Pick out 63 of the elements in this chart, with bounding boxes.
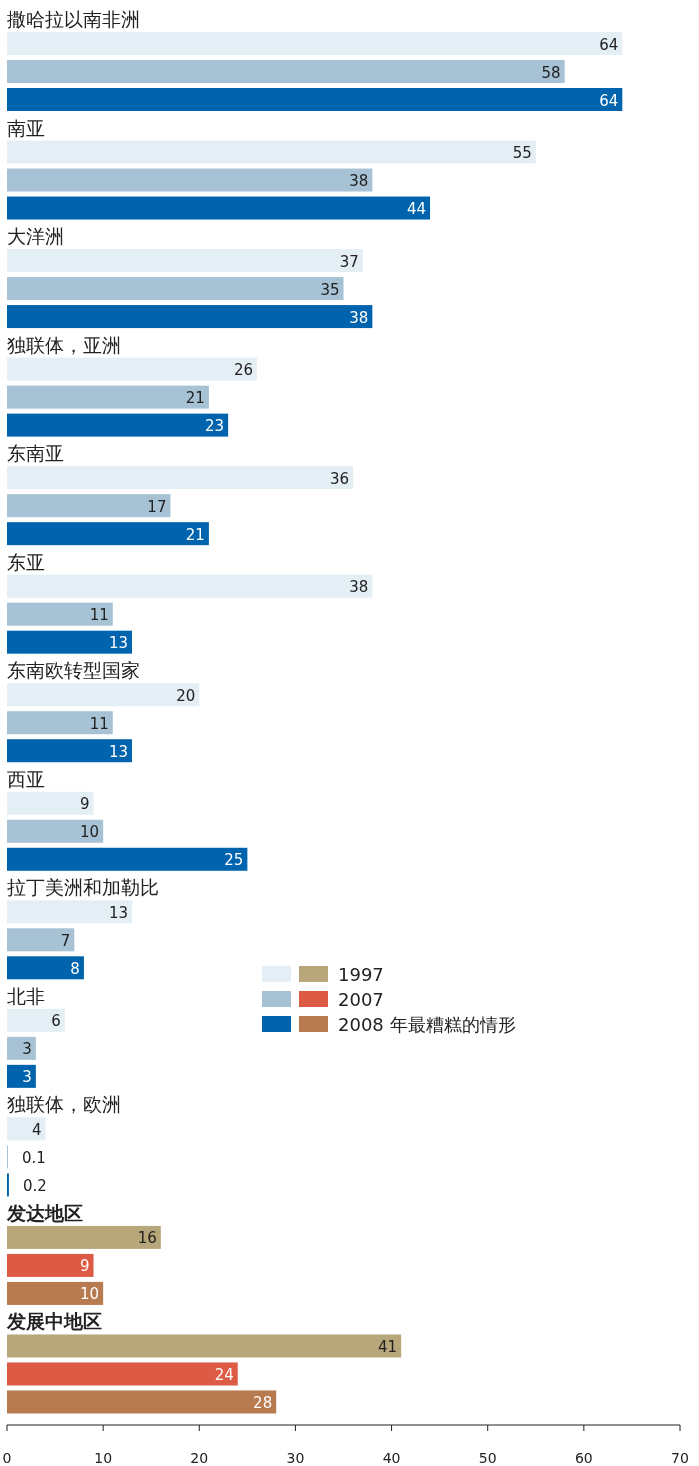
data-label: 9 — [79, 1257, 90, 1276]
x-tick-label: 30 — [286, 1450, 305, 1466]
x-tick-label: 10 — [94, 1450, 113, 1466]
data-label: 38 — [349, 308, 369, 327]
data-label: 21 — [185, 389, 205, 408]
data-label: 10 — [80, 1285, 100, 1304]
data-label: 64 — [599, 35, 619, 54]
data-label: 11 — [89, 606, 109, 625]
y-tick-label: 撒哈拉以南非洲 — [7, 8, 140, 30]
y-tick-label: 拉丁美洲和加勒比 — [7, 876, 159, 899]
x-tick-label: 40 — [382, 1450, 401, 1466]
data-label: 55 — [512, 144, 532, 163]
data-label: 20 — [176, 686, 196, 705]
data-label: 28 — [253, 1393, 273, 1412]
y-tick-label: 独联体，亚洲 — [7, 333, 121, 356]
y-tick-label: 东南欧转型国家 — [7, 659, 140, 682]
data-label: 0.1 — [21, 1148, 46, 1167]
data-label: 13 — [108, 634, 128, 653]
data-label: 24 — [214, 1365, 234, 1384]
data-label: 64 — [599, 91, 619, 110]
data-label: 6 — [51, 1012, 61, 1031]
data-label: 3 — [22, 1068, 32, 1087]
x-tick-label: 50 — [478, 1450, 497, 1466]
x-tick-label: 20 — [190, 1450, 209, 1466]
x-tick-label: 60 — [574, 1450, 593, 1466]
data-label: 44 — [406, 200, 427, 219]
data-label: 38 — [349, 172, 369, 191]
legend-label: 1997 — [338, 964, 384, 985]
y-tick-label: 发展中地区 — [6, 1310, 102, 1333]
data-label: 58 — [541, 63, 561, 82]
data-label: 37 — [339, 252, 359, 271]
data-label: 26 — [233, 361, 253, 380]
data-label: 41 — [378, 1337, 398, 1356]
data-label: 0.2 — [22, 1176, 47, 1195]
y-tick-label: 北非 — [7, 984, 45, 1007]
data-label: 23 — [205, 417, 225, 436]
y-tick-label: 南亚 — [7, 116, 45, 139]
y-tick-label: 独联体，欧洲 — [7, 1093, 121, 1116]
data-label: 11 — [89, 714, 109, 733]
data-label: 35 — [320, 280, 340, 299]
data-label: 13 — [108, 742, 128, 761]
data-label: 9 — [79, 795, 90, 814]
data-label: 17 — [147, 497, 167, 516]
y-tick-label: 东亚 — [7, 550, 45, 573]
data-label: 13 — [108, 903, 128, 922]
y-tick-label: 东南亚 — [7, 442, 64, 465]
legend-label: 2008 年最糟糕的情形 — [338, 1014, 516, 1035]
data-label: 16 — [137, 1229, 157, 1248]
data-label: 21 — [185, 525, 205, 544]
x-tick-label: 0 — [2, 1450, 12, 1466]
data-label: 36 — [330, 469, 350, 488]
legend-label: 2007 — [338, 989, 384, 1010]
y-tick-label: 发达地区 — [6, 1201, 83, 1224]
data-label: 4 — [31, 1120, 42, 1139]
data-label: 25 — [224, 851, 244, 870]
data-label: 8 — [70, 959, 80, 978]
data-label: 3 — [22, 1040, 32, 1059]
x-tick-label: 70 — [671, 1450, 689, 1466]
data-label: 10 — [80, 823, 100, 842]
data-label: 38 — [349, 578, 369, 597]
y-tick-label: 大洋洲 — [7, 225, 64, 248]
data-label: 7 — [60, 931, 71, 950]
y-tick-label: 西亚 — [7, 767, 45, 790]
